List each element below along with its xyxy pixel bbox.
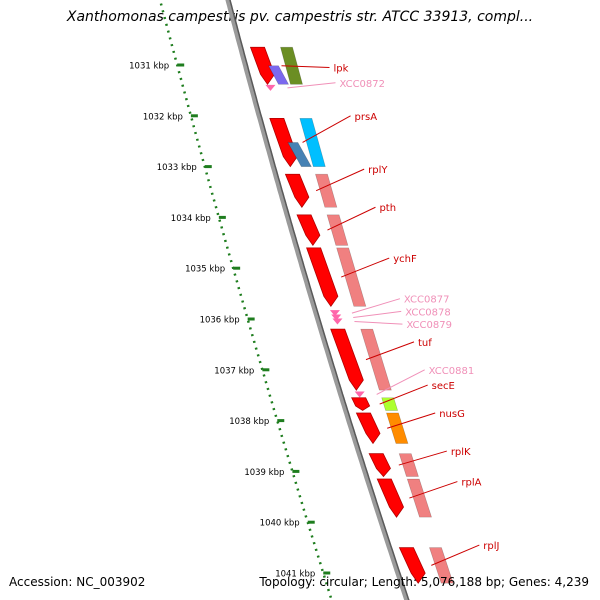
label-leader: [379, 384, 428, 405]
cds-arrow-nusg[interactable]: [355, 412, 381, 445]
label-leader: [351, 298, 401, 314]
gene-label-ychf[interactable]: ychF: [393, 254, 417, 265]
ruler-tick-label: 1032 kbp: [143, 112, 183, 122]
label-leader: [431, 544, 480, 566]
ruler-tick-label: 1037 kbp: [214, 366, 254, 376]
ruler-tick-label: 1033 kbp: [157, 163, 197, 173]
feature-chevron: [331, 314, 342, 321]
cog-block-rpla: [406, 478, 432, 518]
label-leader: [409, 481, 458, 499]
cog-block-rplk: [398, 453, 419, 477]
cds-arrow-rplk[interactable]: [368, 453, 391, 478]
cog-block-tuf: [360, 328, 392, 391]
cog-block-secondary: [287, 142, 312, 167]
gene-label-xcc0879[interactable]: XCC0879: [406, 320, 452, 331]
ruler-tick-label: 1041 kbp: [275, 570, 315, 580]
genome-summary-label: Topology: circular; Length: 5,076,188 bp…: [259, 575, 589, 589]
gene-label-nusg[interactable]: nusG: [439, 409, 465, 420]
ruler-tick-label: 1035 kbp: [185, 265, 225, 275]
cog-block-rplj: [429, 547, 454, 584]
label-leader: [327, 206, 376, 231]
feature-chevron: [265, 84, 276, 91]
label-leader: [354, 321, 403, 325]
gene-label-xcc0877[interactable]: XCC0877: [404, 295, 450, 306]
gene-label-lpk[interactable]: lpk: [333, 64, 348, 75]
label-leader: [398, 450, 447, 466]
gene-label-xcc0881[interactable]: XCC0881: [429, 366, 475, 377]
cog-block-pth: [326, 214, 349, 246]
accession-label: Accession: NC_003902: [9, 575, 146, 589]
ruler-tick-label: 1034 kbp: [171, 214, 211, 224]
label-leader: [341, 257, 390, 278]
gene-label-prsa[interactable]: prsA: [355, 112, 378, 123]
cog-block-ychf: [336, 247, 367, 307]
label-leader: [287, 82, 336, 89]
label-leader: [387, 412, 436, 429]
backbone-shadow: [229, 0, 410, 600]
gene-label-rply[interactable]: rplY: [368, 165, 388, 176]
cog-block-sece: [381, 397, 399, 411]
label-leader: [302, 115, 351, 143]
gene-label-rplk[interactable]: rplK: [451, 447, 471, 458]
cog-block-rply: [315, 173, 338, 208]
cds-arrow-pth[interactable]: [296, 214, 321, 247]
gene-label-rpla[interactable]: rplA: [461, 478, 481, 489]
ruler-tick-label: 1040 kbp: [260, 519, 300, 529]
ruler-tick-label: 1036 kbp: [200, 316, 240, 326]
backbone-line: [225, 0, 410, 600]
cds-arrow-prsa[interactable]: [269, 117, 298, 168]
cds-arrow-ychf[interactable]: [306, 247, 339, 307]
gene-label-xcc0878[interactable]: XCC0878: [405, 307, 451, 318]
label-leader: [376, 369, 425, 395]
cog-block-secondary: [268, 65, 290, 85]
ruler-tick-label: 1031 kbp: [129, 62, 169, 72]
ruler-track: [158, 0, 333, 600]
label-leader: [315, 168, 365, 192]
map-title: Xanthomonas campestris pv. campestris st…: [66, 9, 534, 25]
cds-arrow-lpk[interactable]: [249, 46, 275, 86]
cds-arrow-rply[interactable]: [284, 173, 310, 208]
label-leader: [353, 310, 402, 318]
cog-block-nusg: [386, 412, 409, 444]
ruler-tick-label: 1038 kbp: [229, 417, 269, 427]
gene-label-sece[interactable]: secE: [432, 381, 455, 392]
feature-chevron: [329, 310, 340, 317]
feature-chevron: [332, 318, 343, 325]
gene-label-xcc0872[interactable]: XCC0872: [339, 79, 385, 90]
cds-arrow-sece[interactable]: [351, 397, 371, 411]
feature-chevron: [354, 391, 365, 398]
gene-label-pth[interactable]: pth: [379, 203, 396, 214]
cog-block-prsa: [299, 118, 326, 167]
label-leader: [365, 341, 415, 361]
cds-arrow-rpla[interactable]: [376, 478, 404, 518]
cds-arrow-tuf[interactable]: [330, 328, 364, 391]
label-leader: [281, 65, 330, 69]
ruler-tick-label: 1039 kbp: [244, 468, 284, 478]
gene-label-rplj[interactable]: rplJ: [483, 541, 499, 552]
cds-arrow-rplj[interactable]: [398, 547, 426, 584]
gene-label-tuf[interactable]: tuf: [418, 338, 432, 349]
